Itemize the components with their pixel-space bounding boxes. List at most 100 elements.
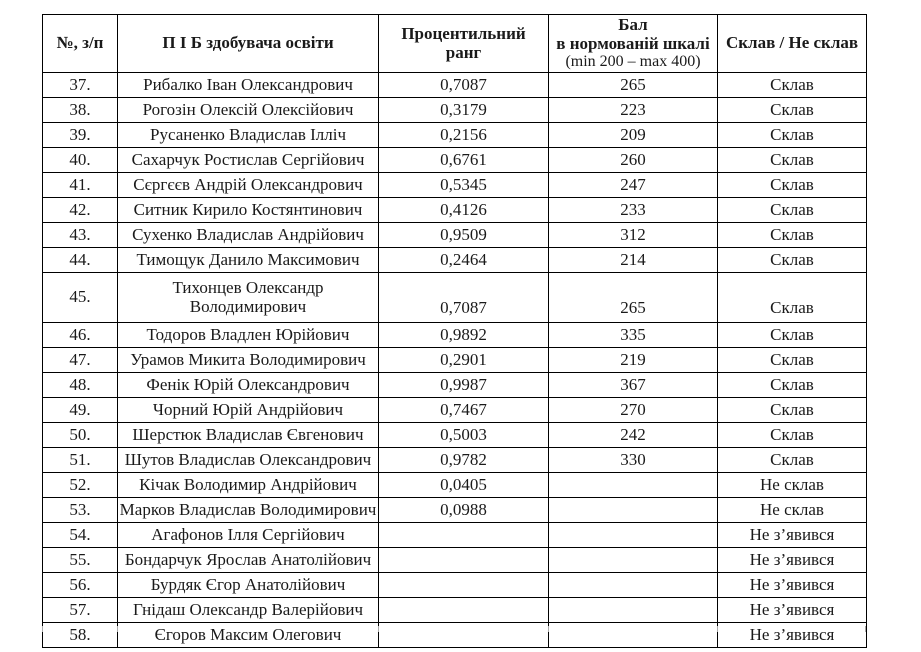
cell-rank: 0,0988	[378, 497, 549, 523]
cell-rank: 0,4126	[378, 197, 549, 223]
cell-name-line1: Русаненко Владислав Ілліч	[149, 124, 346, 144]
cell-rank	[378, 572, 549, 598]
cell-num: 40.	[42, 147, 118, 173]
cell-score: 242	[548, 422, 718, 448]
table-row: 47. Урамов Микита Володимирович 0,2901 2…	[42, 347, 867, 373]
cell-num: 44.	[42, 247, 118, 273]
cell-result: Не склав	[717, 472, 867, 498]
cell-name: Ситник Кирило Костянтинович	[117, 197, 379, 223]
cell-num: 42.	[42, 197, 118, 223]
table-row: 56. Бурдяк Єгор Анатолійович Не з’явився	[42, 572, 867, 598]
cell-name-line1: Шерстюк Владислав Євгенович	[132, 424, 364, 444]
cell-result: Склав	[717, 172, 867, 198]
cell-score	[548, 622, 718, 648]
cell-name-line1: Рогозін Олексій Олексійович	[142, 99, 354, 119]
cell-result: Не з’явився	[717, 572, 867, 598]
cell-score: 270	[548, 397, 718, 423]
cell-num: 49.	[42, 397, 118, 423]
cell-name-line1: Шутов Владислав Олександрович	[124, 449, 372, 469]
cell-name: Агафонов Ілля Сергійович	[117, 522, 379, 548]
table-row: 58. Єгоров Максим Олегович Не з’явився	[42, 622, 867, 648]
table-row: 53. Марков Владислав Володимирович 0,098…	[42, 497, 867, 523]
cell-rank	[378, 597, 549, 623]
cell-rank	[378, 522, 549, 548]
cell-num: 45.	[42, 272, 118, 323]
header-rank-line2: ранг	[445, 42, 482, 62]
cell-rank: 0,2464	[378, 247, 549, 273]
results-table-body: 37. Рибалко Іван Олександрович 0,7087 26…	[42, 72, 867, 648]
table-row: 44. Тимощук Данило Максимович 0,2464 214…	[42, 247, 867, 273]
cell-name: Тимощук Данило Максимович	[117, 247, 379, 273]
table-row: 46. Тодоров Владлен Юрійович 0,9892 335 …	[42, 322, 867, 348]
cell-num: 43.	[42, 222, 118, 248]
cell-score	[548, 497, 718, 523]
cell-name-line1: Єгоров Максим Олегович	[154, 624, 342, 644]
results-table-header: №, з/п П І Б здобувача освіти Процентиль…	[42, 14, 867, 73]
cell-name: Шерстюк Владислав Євгенович	[117, 422, 379, 448]
header-rank-line1: Процентильний	[401, 23, 526, 43]
cell-name-line1: Тихонцев Олександр	[172, 277, 324, 297]
cell-num: 53.	[42, 497, 118, 523]
stub-line	[548, 626, 549, 632]
table-row: 51. Шутов Владислав Олександрович 0,9782…	[42, 447, 867, 473]
cell-rank: 0,3179	[378, 97, 549, 123]
cell-name: Фенік Юрій Олександрович	[117, 372, 379, 398]
header-name: П І Б здобувача освіти	[117, 14, 379, 73]
cell-num: 41.	[42, 172, 118, 198]
cell-rank: 0,5003	[378, 422, 549, 448]
cell-result: Склав	[717, 397, 867, 423]
cutoff-next-row-stub	[42, 626, 866, 632]
cell-rank: 0,7087	[378, 72, 549, 98]
cell-score: 233	[548, 197, 718, 223]
cell-name-line2: Володимирович	[189, 296, 307, 316]
cell-name-line1: Тодоров Владлен Юрійович	[146, 324, 350, 344]
cell-name-line1: Рибалко Іван Олександрович	[143, 74, 353, 94]
cell-result: Склав	[717, 372, 867, 398]
cell-name-line1: Ситник Кирило Костянтинович	[133, 199, 363, 219]
stub-line	[717, 626, 718, 632]
table-row: 43. Сухенко Владислав Андрійович 0,9509 …	[42, 222, 867, 248]
table-row: 54. Агафонов Ілля Сергійович Не з’явився	[42, 522, 867, 548]
cell-result: Склав	[717, 72, 867, 98]
cell-score	[548, 572, 718, 598]
cell-name-line1: Урамов Микита Володимирович	[130, 349, 366, 369]
table-row: 49. Чорний Юрій Андрійович 0,7467 270 Ск…	[42, 397, 867, 423]
cell-name-line1: Сахарчук Ростислав Сергійович	[131, 149, 365, 169]
header-score-line1: Бал	[618, 15, 648, 35]
table-row: 55. Бондарчук Ярослав Анатолійович Не з’…	[42, 547, 867, 573]
cell-result: Склав	[717, 422, 867, 448]
cell-name: Марков Владислав Володимирович	[117, 497, 379, 523]
cell-name-line1: Чорний Юрій Андрійович	[152, 399, 344, 419]
table-row: 41. Сєргєєв Андрій Олександрович 0,5345 …	[42, 172, 867, 198]
cell-rank: 0,5345	[378, 172, 549, 198]
table-row: 40. Сахарчук Ростислав Сергійович 0,6761…	[42, 147, 867, 173]
cell-name-line1: Фенік Юрій Олександрович	[146, 374, 350, 394]
cell-score: 265	[548, 272, 718, 323]
cell-score: 312	[548, 222, 718, 248]
cell-rank: 0,9782	[378, 447, 549, 473]
cell-name: Єгоров Максим Олегович	[117, 622, 379, 648]
table-row: 38. Рогозін Олексій Олексійович 0,3179 2…	[42, 97, 867, 123]
cell-num: 56.	[42, 572, 118, 598]
cell-num: 38.	[42, 97, 118, 123]
cell-result: Склав	[717, 97, 867, 123]
cell-name: Сахарчук Ростислав Сергійович	[117, 147, 379, 173]
cell-name: Бурдяк Єгор Анатолійович	[117, 572, 379, 598]
stub-line	[378, 626, 379, 632]
cell-result: Склав	[717, 322, 867, 348]
cell-result: Не склав	[717, 497, 867, 523]
cell-score: 265	[548, 72, 718, 98]
cell-rank: 0,2901	[378, 347, 549, 373]
cell-name: Рогозін Олексій Олексійович	[117, 97, 379, 123]
cell-score: 260	[548, 147, 718, 173]
cell-name: Рибалко Іван Олександрович	[117, 72, 379, 98]
cell-rank: 0,7087	[378, 272, 549, 323]
cell-name: Сєргєєв Андрій Олександрович	[117, 172, 379, 198]
cell-result: Склав	[717, 447, 867, 473]
cell-num: 54.	[42, 522, 118, 548]
header-num: №, з/п	[42, 14, 118, 73]
table-row: 42. Ситник Кирило Костянтинович 0,4126 2…	[42, 197, 867, 223]
cell-rank: 0,9987	[378, 372, 549, 398]
results-table: №, з/п П І Б здобувача освіти Процентиль…	[42, 14, 867, 648]
